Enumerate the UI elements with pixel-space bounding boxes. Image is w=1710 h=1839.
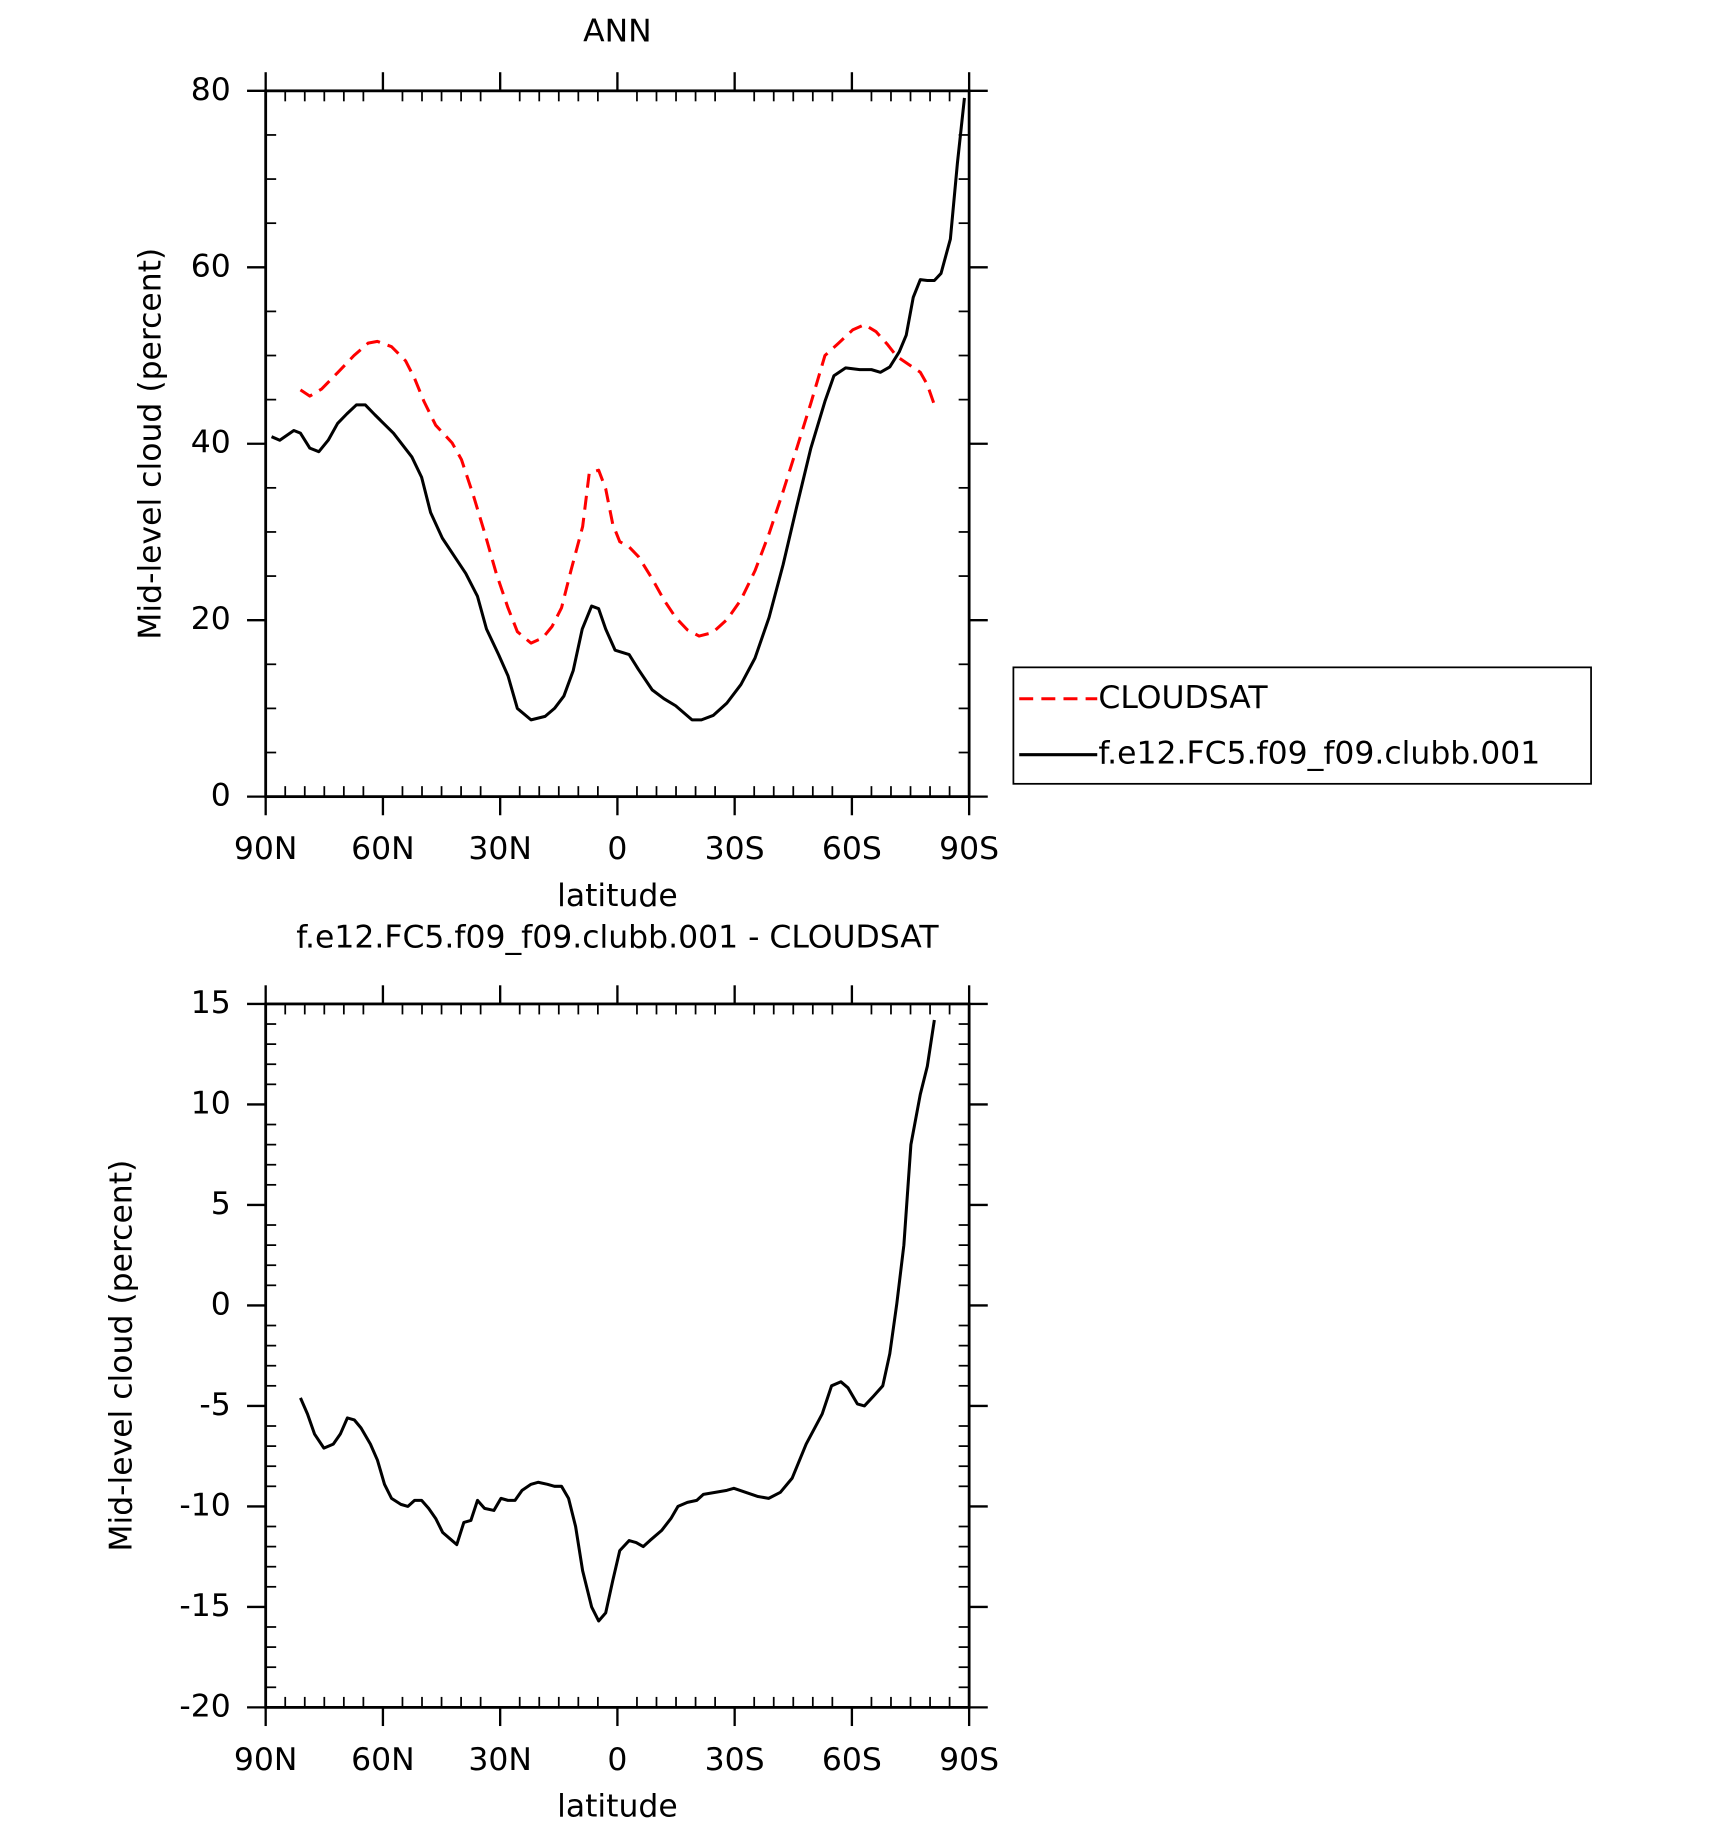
y-tick-label: 5 — [211, 1186, 231, 1222]
legend-label: CLOUDSAT — [1098, 680, 1268, 716]
y-tick-label: -15 — [179, 1588, 230, 1624]
x-tick-label: 60S — [822, 1742, 882, 1778]
y-tick-label: 40 — [191, 425, 231, 461]
x-tick-label: 0 — [607, 1742, 627, 1778]
y-axis-label: Mid-level cloud (percent) — [103, 1160, 139, 1552]
y-tick-label: 60 — [191, 248, 231, 284]
x-axis-label: latitude — [557, 878, 678, 914]
data-line — [299, 323, 936, 645]
x-tick-label: 90N — [234, 831, 298, 867]
y-tick-label: 80 — [191, 72, 231, 108]
legend-label: f.e12.FC5.f09_f09.clubb.001 — [1098, 736, 1540, 772]
x-axis-label: latitude — [557, 1789, 678, 1825]
x-tick-label: 0 — [607, 831, 627, 867]
y-tick-label: 0 — [211, 778, 231, 814]
x-tick-label: 60N — [351, 831, 415, 867]
x-tick-label: 60N — [351, 1742, 415, 1778]
y-tick-label: -10 — [179, 1487, 230, 1523]
plot-frame — [264, 1002, 971, 1709]
data-line — [299, 1019, 936, 1623]
chart-title: ANN — [583, 14, 652, 50]
data-line — [270, 97, 966, 722]
x-tick-label: 30S — [705, 831, 765, 867]
plot-frame — [264, 89, 971, 799]
legend-box — [1012, 666, 1592, 785]
x-tick-label: 30N — [468, 1742, 532, 1778]
x-tick-label: 90S — [939, 1742, 999, 1778]
y-tick-label: -5 — [199, 1387, 230, 1423]
y-tick-label: 15 — [191, 985, 231, 1021]
y-tick-label: 20 — [191, 601, 231, 637]
y-axis-label: Mid-level cloud (percent) — [133, 248, 169, 640]
y-tick-label: -20 — [179, 1688, 230, 1724]
x-tick-label: 60S — [822, 831, 882, 867]
x-tick-label: 30S — [705, 1742, 765, 1778]
chart-title: f.e12.FC5.f09_f09.clubb.001 - CLOUDSAT — [296, 920, 939, 956]
x-tick-label: 90N — [234, 1742, 298, 1778]
y-tick-label: 0 — [211, 1286, 231, 1322]
y-tick-label: 10 — [191, 1085, 231, 1121]
x-tick-label: 30N — [468, 831, 532, 867]
x-tick-label: 90S — [939, 831, 999, 867]
